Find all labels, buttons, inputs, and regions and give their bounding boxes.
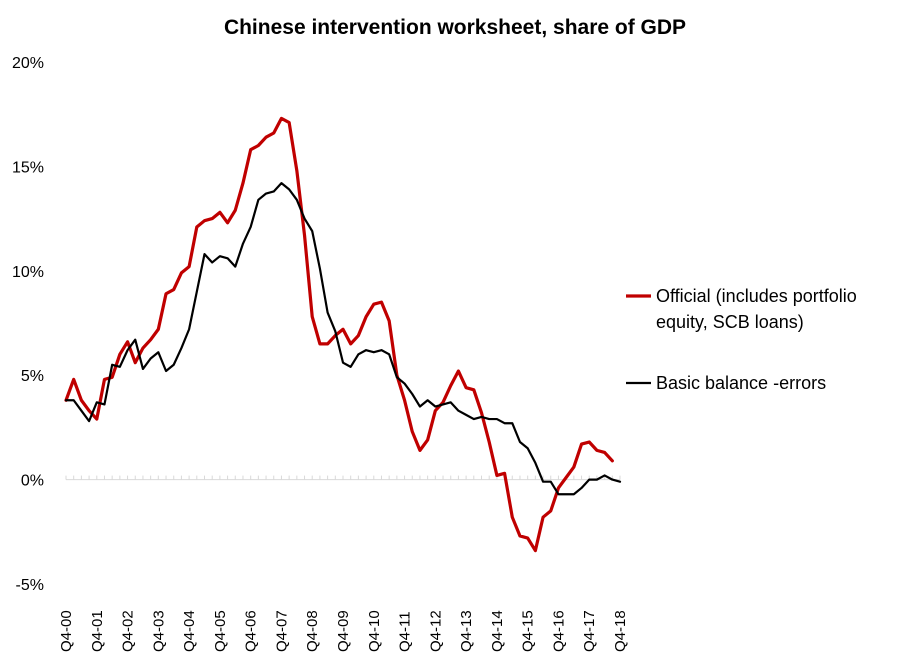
x-tick-label: Q4-18 [612,610,629,652]
x-tick-label: Q4-15 [520,610,537,652]
x-tick-label: Q4-11 [397,611,414,652]
x-axis: Q4-00 Q4-01 Q4-02 Q4-03 Q4-04 Q4-05 Q4-06 Q4-07… [58,475,629,652]
y-tick-label: 20% [12,55,44,72]
y-axis: -5% 0% 5% 10% 15% 20% [12,55,44,594]
y-tick-label: -5% [16,577,44,594]
plot-lines [64,116,622,553]
x-tick-label: Q4-16 [550,610,567,652]
x-tick-label: Q4-08 [304,610,321,652]
x-tick-label: Q4-06 [243,610,260,652]
x-tick-label: Q4-00 [58,610,75,652]
x-tick-label: Q4-05 [212,610,229,652]
chart-title: Chinese intervention worksheet, share of… [224,16,686,39]
legend-label: Basic balance -errors [656,373,826,393]
x-tick-label: Q4-10 [366,610,383,652]
legend: Official (includes portfolio equity, SCB … [626,286,857,393]
x-tick-label: Q4-14 [489,610,506,652]
legend-label: Official (includes portfolio equity, SCB … [656,286,857,332]
x-tick-label: Q4-09 [335,610,352,652]
x-tick-label: Q4-12 [427,610,444,652]
y-tick-label: 5% [21,368,44,385]
y-tick-label: 15% [12,159,44,176]
y-tick-label: 0% [21,473,44,490]
x-tick-label: Q4-02 [120,610,137,652]
y-tick-label: 10% [12,264,44,281]
x-tick-label: Q4-04 [181,610,198,652]
x-tick-label: Q4-07 [273,610,290,652]
x-tick-label: Q4-17 [581,610,598,652]
x-tick-label: Q4-13 [458,610,475,652]
x-tick-label: Q4-03 [150,610,167,652]
x-tick-label: Q4-01 [89,610,106,652]
series-line-basic-balance [64,182,622,496]
series-line-official [64,116,614,553]
